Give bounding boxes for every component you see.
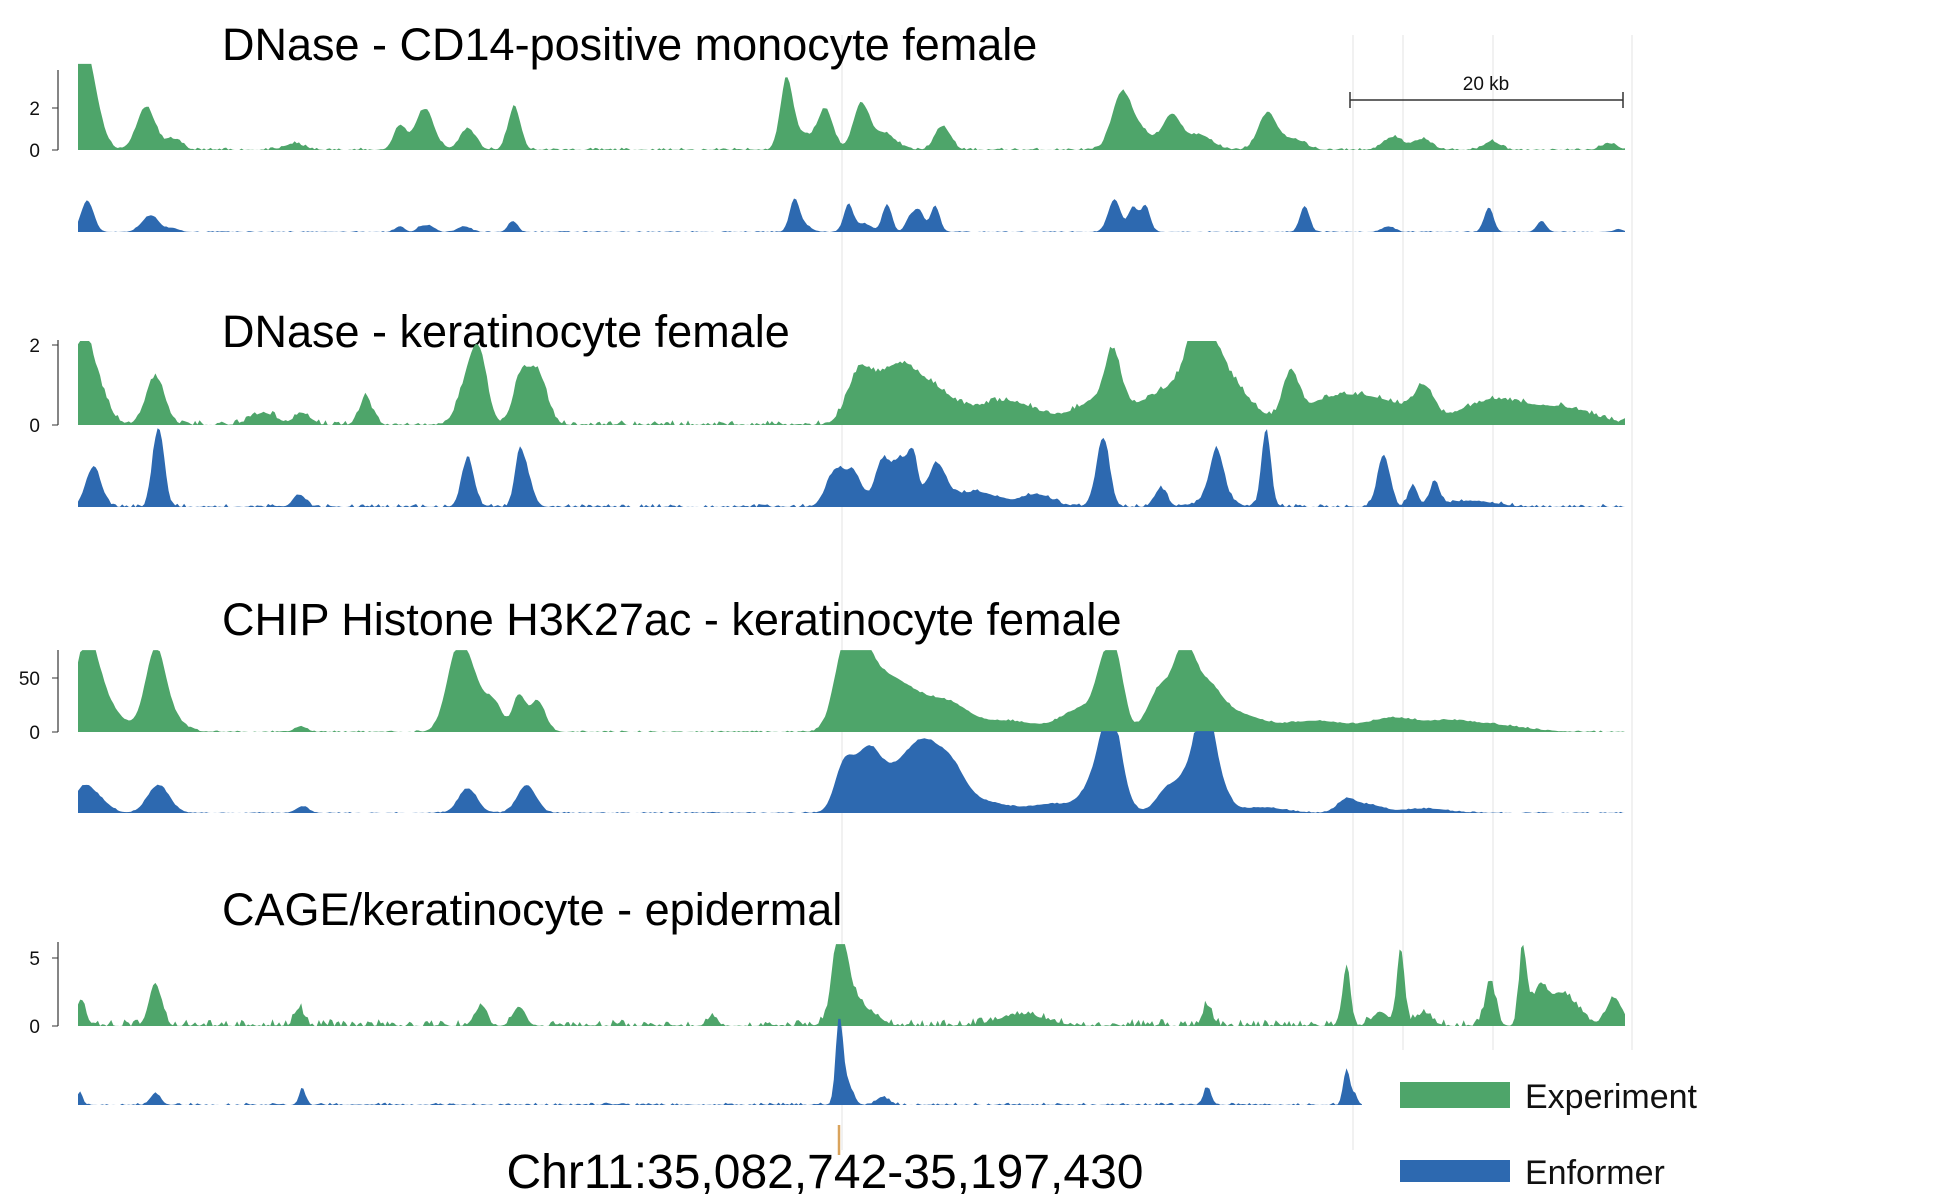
legend-swatch-experiment xyxy=(1400,1082,1510,1108)
track-cage-keratinocyte: CAGE/keratinocyte - epidermal 5 0 xyxy=(29,884,1625,1105)
track-title: DNase - keratinocyte female xyxy=(222,306,790,357)
experiment-signal xyxy=(78,341,1625,425)
y-tick-label: 5 xyxy=(29,949,40,970)
legend-label-enformer: Enformer xyxy=(1525,1154,1665,1192)
y-tick-label: 2 xyxy=(29,336,40,357)
track-title: DNase - CD14-positive monocyte female xyxy=(222,19,1037,70)
y-tick-label: 0 xyxy=(29,723,40,744)
legend-label-experiment: Experiment xyxy=(1525,1078,1698,1116)
y-tick-label: 50 xyxy=(19,669,40,690)
enformer-prediction xyxy=(78,731,1625,813)
y-tick-label: 0 xyxy=(29,416,40,437)
genomic-coordinates: Chr11:35,082,742-35,197,430 xyxy=(507,1146,1144,1194)
track-title: CHIP Histone H3K27ac - keratinocyte fema… xyxy=(222,594,1122,645)
y-tick-label: 0 xyxy=(29,141,40,162)
enformer-prediction xyxy=(78,1018,1362,1105)
legend-swatch-enformer xyxy=(1400,1160,1510,1182)
experiment-signal xyxy=(78,63,1625,150)
y-tick-label: 0 xyxy=(29,1017,40,1038)
enformer-prediction xyxy=(78,428,1625,507)
scale-bar: 20 kb xyxy=(1349,74,1624,108)
vertical-gridlines xyxy=(841,35,1633,1150)
track-chip-h3k27ac: CHIP Histone H3K27ac - keratinocyte fema… xyxy=(19,594,1625,813)
legend: Experiment Enformer xyxy=(1400,1078,1698,1192)
y-tick-label: 2 xyxy=(29,99,40,120)
track-dnase-cd14: DNase - CD14-positive monocyte female 2 … xyxy=(29,19,1625,232)
track-dnase-keratinocyte: DNase - keratinocyte female 2 0 xyxy=(29,306,1625,507)
track-title: CAGE/keratinocyte - epidermal xyxy=(222,884,842,935)
experiment-signal xyxy=(78,650,1625,732)
experiment-signal xyxy=(78,944,1625,1026)
scale-bar-label: 20 kb xyxy=(1463,74,1509,95)
enformer-prediction xyxy=(78,198,1625,232)
